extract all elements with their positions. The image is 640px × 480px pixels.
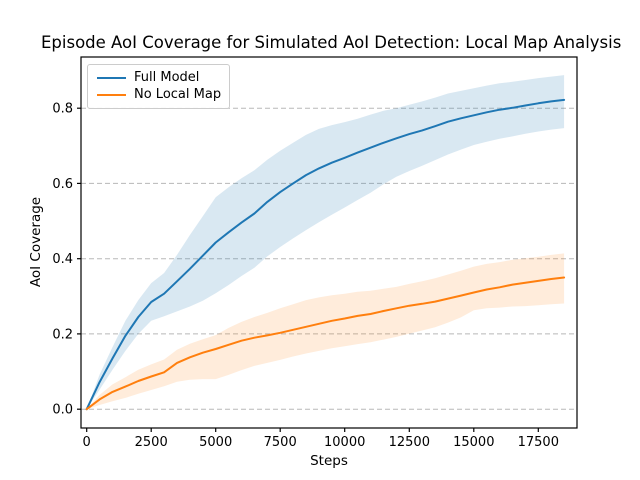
no-local-map-line-swatch <box>97 93 126 96</box>
x-axis-label: Steps <box>310 453 348 469</box>
svg-text:0.2: 0.2 <box>52 327 73 342</box>
y-axis-label-text: AoI Coverage <box>28 196 44 288</box>
svg-text:17500: 17500 <box>518 435 559 450</box>
chart-title: Episode AoI Coverage for Simulated AoI D… <box>41 33 622 52</box>
svg-text:15000: 15000 <box>453 435 494 450</box>
svg-text:2500: 2500 <box>135 435 168 450</box>
legend-label-full-model: Full Model <box>134 70 200 85</box>
svg-text:0.0: 0.0 <box>52 403 73 418</box>
svg-text:0.4: 0.4 <box>52 252 73 267</box>
svg-text:0.8: 0.8 <box>52 102 73 117</box>
svg-text:0.6: 0.6 <box>52 177 73 192</box>
svg-text:10000: 10000 <box>324 435 365 450</box>
svg-text:5000: 5000 <box>199 435 232 450</box>
legend: Full Model No Local Map <box>87 64 230 109</box>
legend-label-no-local-map: No Local Map <box>134 87 222 102</box>
legend-item-no-local-map: No Local Map <box>88 86 229 103</box>
svg-text:0: 0 <box>83 435 91 450</box>
full-model-line-swatch <box>97 76 126 79</box>
svg-text:12500: 12500 <box>389 435 430 450</box>
svg-text:7500: 7500 <box>264 435 297 450</box>
legend-item-full-model: Full Model <box>88 69 229 86</box>
